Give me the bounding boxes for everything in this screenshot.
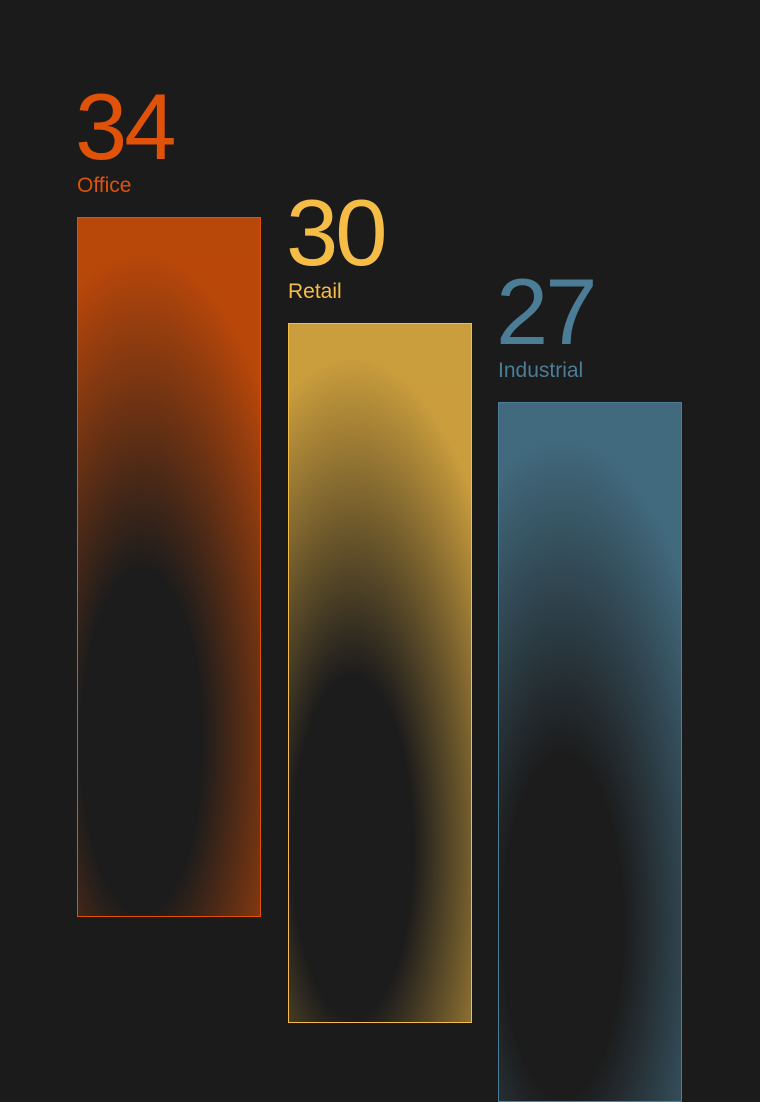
value-label: 34: [75, 74, 177, 180]
value-label: 27: [496, 259, 598, 365]
bar: [77, 217, 261, 918]
category-label: Office: [77, 174, 132, 198]
bar: [498, 402, 682, 1102]
category-label: Industrial: [498, 359, 584, 383]
value-label: 30: [286, 180, 388, 285]
bar: [288, 323, 472, 1023]
category-label: Retail: [288, 280, 342, 303]
